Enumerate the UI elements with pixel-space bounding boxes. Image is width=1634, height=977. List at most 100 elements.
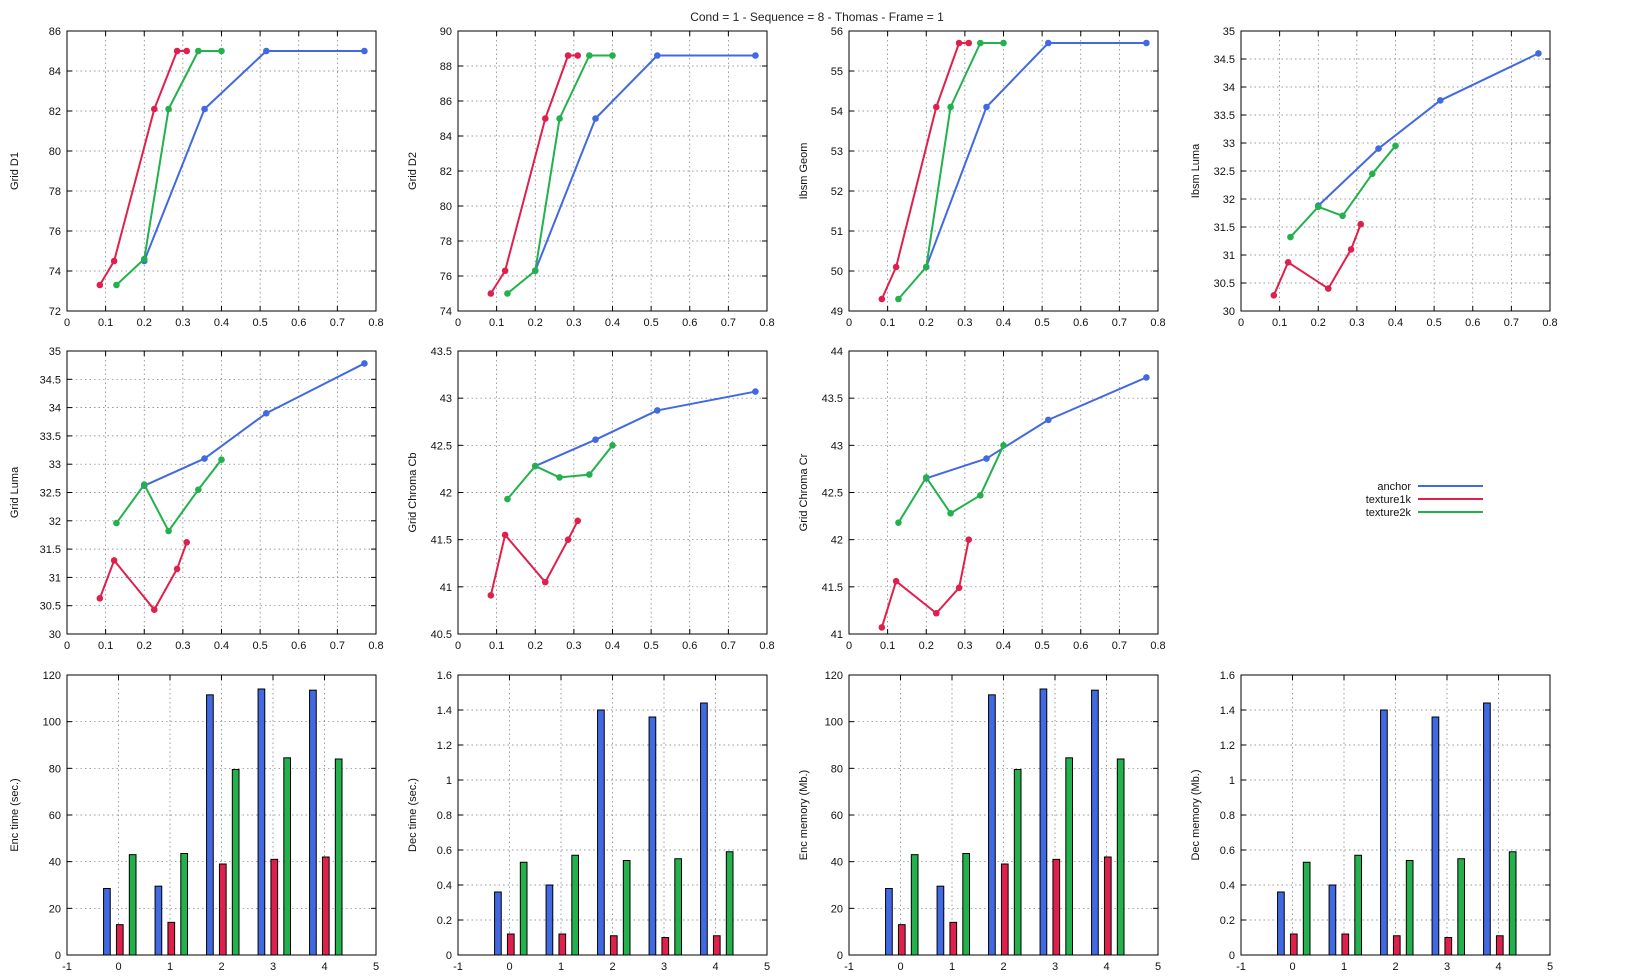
series-line-anchor [925,376,1147,480]
data-point-anchor [752,388,759,395]
y-tick-label: 54 [831,106,843,118]
bar-texture2k [1354,854,1363,956]
x-tick-label: 0.3 [175,317,190,329]
bar-anchor [597,709,605,956]
data-point-anchor [983,455,990,462]
y-tick-label: 31.5 [1214,222,1235,234]
x-tick-label: 0.2 [1311,317,1326,329]
bar-texture1k [270,858,279,956]
y-tick-label: 43 [831,440,843,452]
data-point-texture2k [977,39,984,47]
data-point-texture2k [113,519,120,527]
x-tick-label: 3 [270,961,276,973]
x-tick-label: 0.3 [1349,317,1364,329]
data-point-texture2k [1339,212,1346,220]
data-point-texture1k [892,577,900,585]
data-point-anchor [654,52,661,59]
x-tick-label: 0.8 [1542,317,1557,329]
data-point-texture1k [955,39,963,47]
plot-frame [848,350,1159,635]
series-line-texture1k [98,50,187,286]
legend-label-anchor: anchor [1377,481,1411,493]
bar-anchor [154,885,163,956]
x-tick-label: 0 [846,317,852,329]
bar-anchor [885,888,893,956]
y-tick-label: 30.5 [40,601,61,613]
y-tick-label: 74 [440,306,452,318]
data-point-texture1k [96,595,104,602]
y-tick-label: 1.4 [1220,705,1235,717]
y-tick-label: 88 [440,61,452,73]
data-point-anchor [1143,374,1150,381]
x-tick-label: 0.7 [330,317,345,329]
y-tick-label: 100 [825,717,843,729]
y-tick-label: 51 [831,226,843,238]
series-line-texture1k [489,54,578,295]
x-tick-label: 2 [218,961,224,973]
y-tick-label: 34 [49,403,61,415]
data-point-texture1k [564,52,572,59]
x-tick-label: 0.2 [137,317,152,329]
bar-anchor [988,694,996,956]
series-line-texture2k [115,459,223,532]
y-tick-label: 0.6 [1220,845,1235,857]
chart-panel-1: 0 0.1 0.2 0.3 0.4 0.5 0.6 0.7 0.8 74 76 78 80 82 84 86 8… [407,26,775,329]
data-point-texture2k [1000,39,1007,47]
y-tick-label: 33 [1223,138,1235,150]
data-point-texture1k [110,557,118,564]
y-axis-label: Enc memory (Mb.) [798,770,810,860]
data-point-texture1k [501,267,509,275]
y-tick-label: 52 [831,186,843,198]
bar-texture2k [180,853,189,956]
y-axis-label: Ibsm Luma [1190,143,1202,198]
x-tick-label: 0.4 [996,640,1011,652]
series-line-texture2k [115,50,222,286]
y-tick-label: 33.5 [1214,110,1235,122]
data-point-texture2k [922,263,930,271]
bar-texture1k [897,924,906,956]
x-tick-label: 0.5 [252,640,267,652]
bar-texture2k [519,861,528,956]
bar-texture2k [725,851,734,956]
y-tick-label: 32 [1223,194,1235,206]
y-tick-label: 33.5 [40,431,61,443]
x-tick-label: 3 [661,961,667,973]
x-tick-label: -1 [844,961,854,973]
y-axis-label: Dec time (sec.) [407,778,419,852]
x-tick-label: 0.7 [721,317,736,329]
bar-texture2k [1457,858,1466,956]
bar-anchor [1039,688,1048,956]
bar-texture1k [1289,933,1298,956]
x-tick-label: 0.5 [1426,317,1441,329]
bar-texture2k [674,858,683,956]
x-tick-label: 0.8 [368,317,383,329]
y-tick-label: 0 [55,950,61,962]
chart-panel-0: 0 0.1 0.2 0.3 0.4 0.5 0.6 0.7 0.8 72 74 76 78 80 82 84 8… [9,26,384,329]
x-tick-label: 0.7 [1112,317,1127,329]
bar-anchor [1431,716,1440,956]
data-point-texture2k [140,255,148,263]
bar-anchor [103,888,111,956]
y-tick-label: 53 [831,146,843,158]
data-point-texture2k [113,281,120,289]
y-tick-label: 0.4 [1220,880,1235,892]
y-axis-label: Grid Chroma Cr [798,453,810,531]
y-tick-label: 43.5 [822,393,843,405]
data-point-anchor [1375,145,1382,152]
y-tick-label: 72 [49,306,61,318]
bar-anchor [1380,709,1388,956]
x-tick-label: 4 [1495,961,1501,973]
y-tick-label: 1 [1229,775,1235,787]
y-tick-label: 80 [49,146,61,158]
x-tick-label: 0.4 [214,317,229,329]
x-tick-label: 0.2 [919,317,934,329]
data-point-texture1k [150,606,158,613]
y-tick-label: 0.2 [1220,915,1235,927]
bar-texture1k [115,924,124,956]
data-point-texture1k [574,52,582,59]
plot-frame [1240,30,1551,312]
x-tick-label: 0.3 [175,640,190,652]
data-point-texture2k [195,486,202,493]
